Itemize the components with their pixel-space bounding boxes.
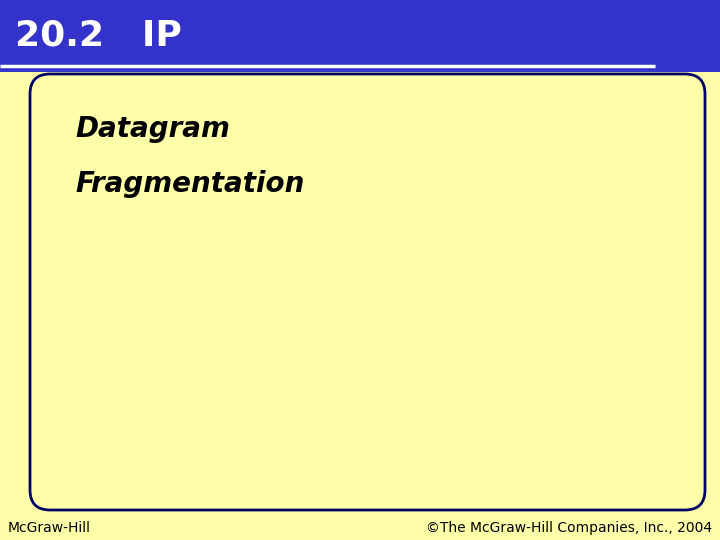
Text: Datagram: Datagram: [75, 115, 230, 143]
Text: 20.2   IP: 20.2 IP: [15, 19, 182, 53]
Bar: [0, 0, 720, 72]
FancyBboxPatch shape: [30, 74, 705, 510]
Text: McGraw-Hill: McGraw-Hill: [8, 521, 91, 535]
Text: ©The McGraw-Hill Companies, Inc., 2004: ©The McGraw-Hill Companies, Inc., 2004: [426, 521, 712, 535]
Text: Fragmentation: Fragmentation: [75, 170, 305, 198]
